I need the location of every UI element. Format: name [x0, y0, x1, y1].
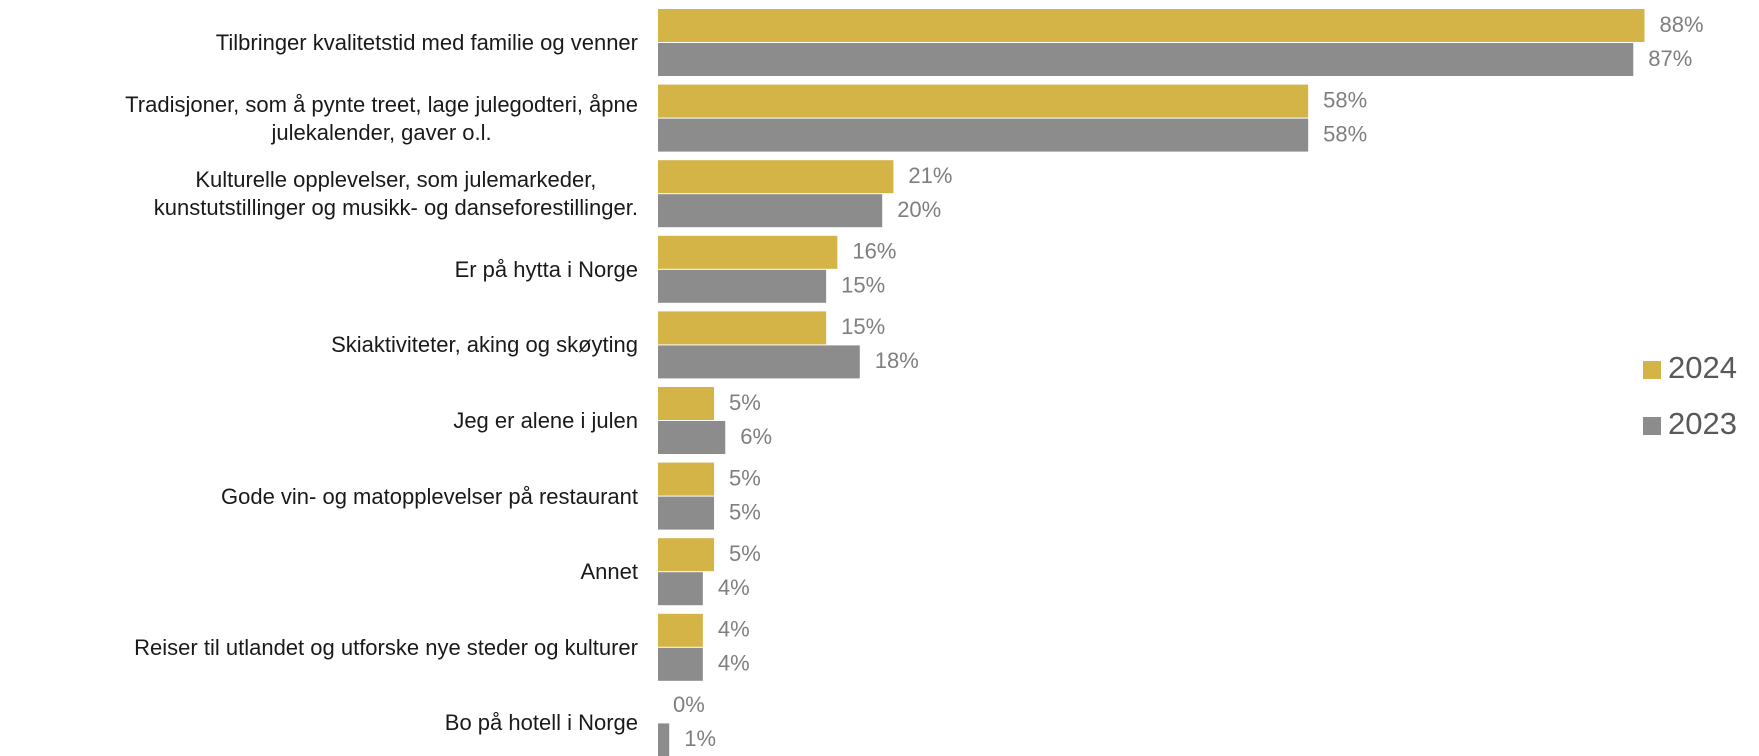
bar: [658, 345, 860, 379]
bar: [658, 462, 715, 496]
legend-swatch: [1643, 361, 1661, 379]
category-label: Tradisjoner, som å pynte treet, lage jul…: [125, 91, 638, 147]
bar: [658, 496, 715, 530]
bar: [658, 235, 838, 269]
data-label: 88%: [1659, 12, 1703, 37]
category-text: Kulturelle opplevelser, som julemarkeder…: [153, 167, 638, 221]
data-label: 87%: [1648, 46, 1692, 71]
data-label: 16%: [852, 239, 896, 264]
data-label: 5%: [729, 541, 761, 566]
data-label: 4%: [718, 617, 750, 642]
data-label: 58%: [1323, 121, 1367, 146]
category-label: Reiser til utlandet og utforske nye sted…: [134, 634, 638, 662]
bar: [658, 387, 715, 420]
category-label: Kulturelle opplevelser, som julemarkeder…: [154, 166, 638, 222]
bar: [658, 647, 703, 681]
data-label: 4%: [718, 651, 750, 676]
data-label: 20%: [897, 197, 941, 222]
bar: [658, 160, 894, 194]
bar: [658, 613, 703, 647]
data-label: 0%: [673, 692, 705, 717]
category-text: Tradisjoner, som å pynte treet, lage jul…: [125, 91, 638, 145]
category-text: Jeg er alene i julen: [453, 408, 638, 433]
category-text: Er på hytta i Norge: [454, 256, 638, 282]
category-label: Jeg er alene i julen: [453, 407, 638, 435]
category-text: Annet: [580, 559, 639, 585]
category-text: Skiaktiviteter, aking og skøyting: [331, 332, 638, 358]
bar: [658, 43, 1634, 76]
bar: [658, 84, 1309, 118]
bar: [658, 9, 1645, 42]
bar: [658, 311, 827, 345]
category-label: Annet: [581, 558, 639, 586]
data-label: 18%: [875, 348, 919, 373]
category-text: Gode vin- og matopplevelser på restauran…: [220, 483, 638, 509]
bar: [658, 538, 715, 572]
category-text: Tilbringer kvalitetstid med familie og v…: [215, 30, 638, 55]
category-label: Gode vin- og matopplevelser på restauran…: [221, 483, 638, 511]
category-label: Skiaktiviteter, aking og skøyting: [331, 331, 638, 359]
category-text: Reiser til utlandet og utforske nye sted…: [134, 634, 638, 660]
category-text: Bo på hotell i Norge: [444, 710, 638, 736]
data-label: 15%: [841, 314, 885, 339]
bar: [658, 269, 827, 303]
data-label: 5%: [729, 390, 761, 415]
data-label: 21%: [908, 163, 952, 188]
data-label: 5%: [729, 465, 761, 490]
category-label: Er på hytta i Norge: [455, 256, 638, 284]
category-label: Tilbringer kvalitetstid med familie og v…: [216, 29, 638, 57]
bar: [658, 194, 883, 228]
bar: [658, 723, 670, 756]
data-label: 1%: [684, 726, 716, 751]
data-label: 58%: [1323, 87, 1367, 112]
legend-label: 2023: [1668, 406, 1737, 441]
bar: [658, 572, 703, 606]
category-label: Bo på hotell i Norge: [445, 709, 638, 737]
data-label: 5%: [729, 499, 761, 524]
bar: [658, 118, 1309, 152]
legend-label: 2024: [1668, 350, 1737, 385]
bar: [658, 421, 726, 454]
data-label: 6%: [740, 424, 772, 449]
legend-swatch: [1643, 417, 1661, 435]
data-label: 4%: [718, 575, 750, 600]
data-label: 15%: [841, 273, 885, 298]
